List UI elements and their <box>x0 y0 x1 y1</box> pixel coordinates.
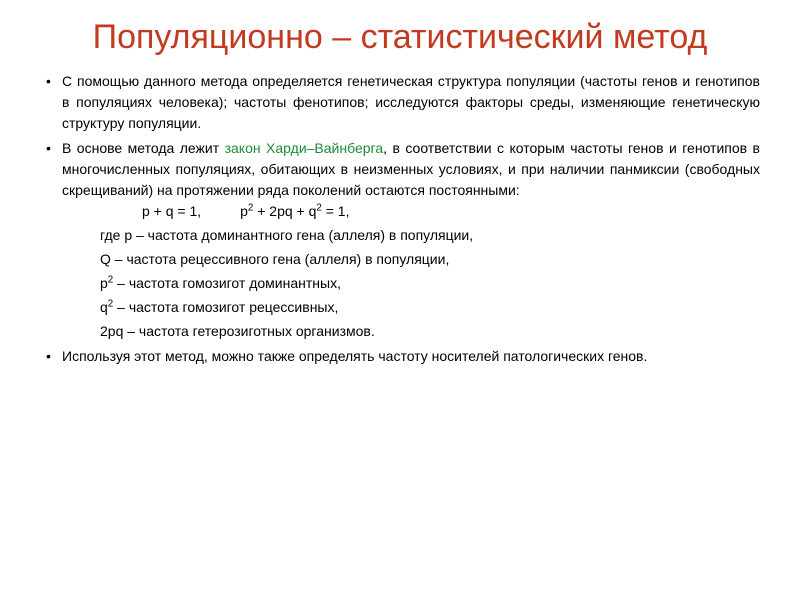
law-name: закон Харди–Вайнберга <box>225 140 384 156</box>
def-2pq: 2pq – частота гетерозиготных организмов. <box>62 321 760 342</box>
def-q: Q – частота рецессивного гена (аллеля) в… <box>62 249 760 270</box>
bullet-list: С помощью данного метода определяется ге… <box>40 71 760 367</box>
bullet-item-2: В основе метода лежит закон Харди–Вайнбе… <box>40 138 760 342</box>
formula-2b: + 2pq + q <box>253 203 316 219</box>
def-p2-b: – частота гомозигот доминантных, <box>113 275 341 291</box>
bullet-text: Используя этот метод, можно также опреде… <box>62 348 647 364</box>
formula-gap <box>201 203 240 219</box>
slide-title: Популяционно – статистический метод <box>40 18 760 57</box>
bullet-item-1: С помощью данного метода определяется ге… <box>40 71 760 134</box>
bullet-item-3: Используя этот метод, можно также опреде… <box>40 346 760 367</box>
def-p2: р2 – частота гомозигот доминантных, <box>62 273 760 294</box>
formula-line: p + q = 1, p2 + 2pq + q2 = 1, <box>62 201 760 222</box>
formula-2c: = 1, <box>322 203 350 219</box>
def-q2-b: – частота гомозигот рецессивных, <box>113 299 338 315</box>
bullet-text: С помощью данного метода определяется ге… <box>62 73 760 131</box>
formula-1: p + q = 1, <box>142 203 201 219</box>
def-q2: q2 – частота гомозигот рецессивных, <box>62 297 760 318</box>
formula-2a: p <box>240 203 248 219</box>
def-q2-a: q <box>100 299 108 315</box>
def-where: где р – частота доминантного гена (аллел… <box>62 225 760 246</box>
def-p2-a: р <box>100 275 108 291</box>
bullet-text-pre: В основе метода лежит <box>62 140 225 156</box>
